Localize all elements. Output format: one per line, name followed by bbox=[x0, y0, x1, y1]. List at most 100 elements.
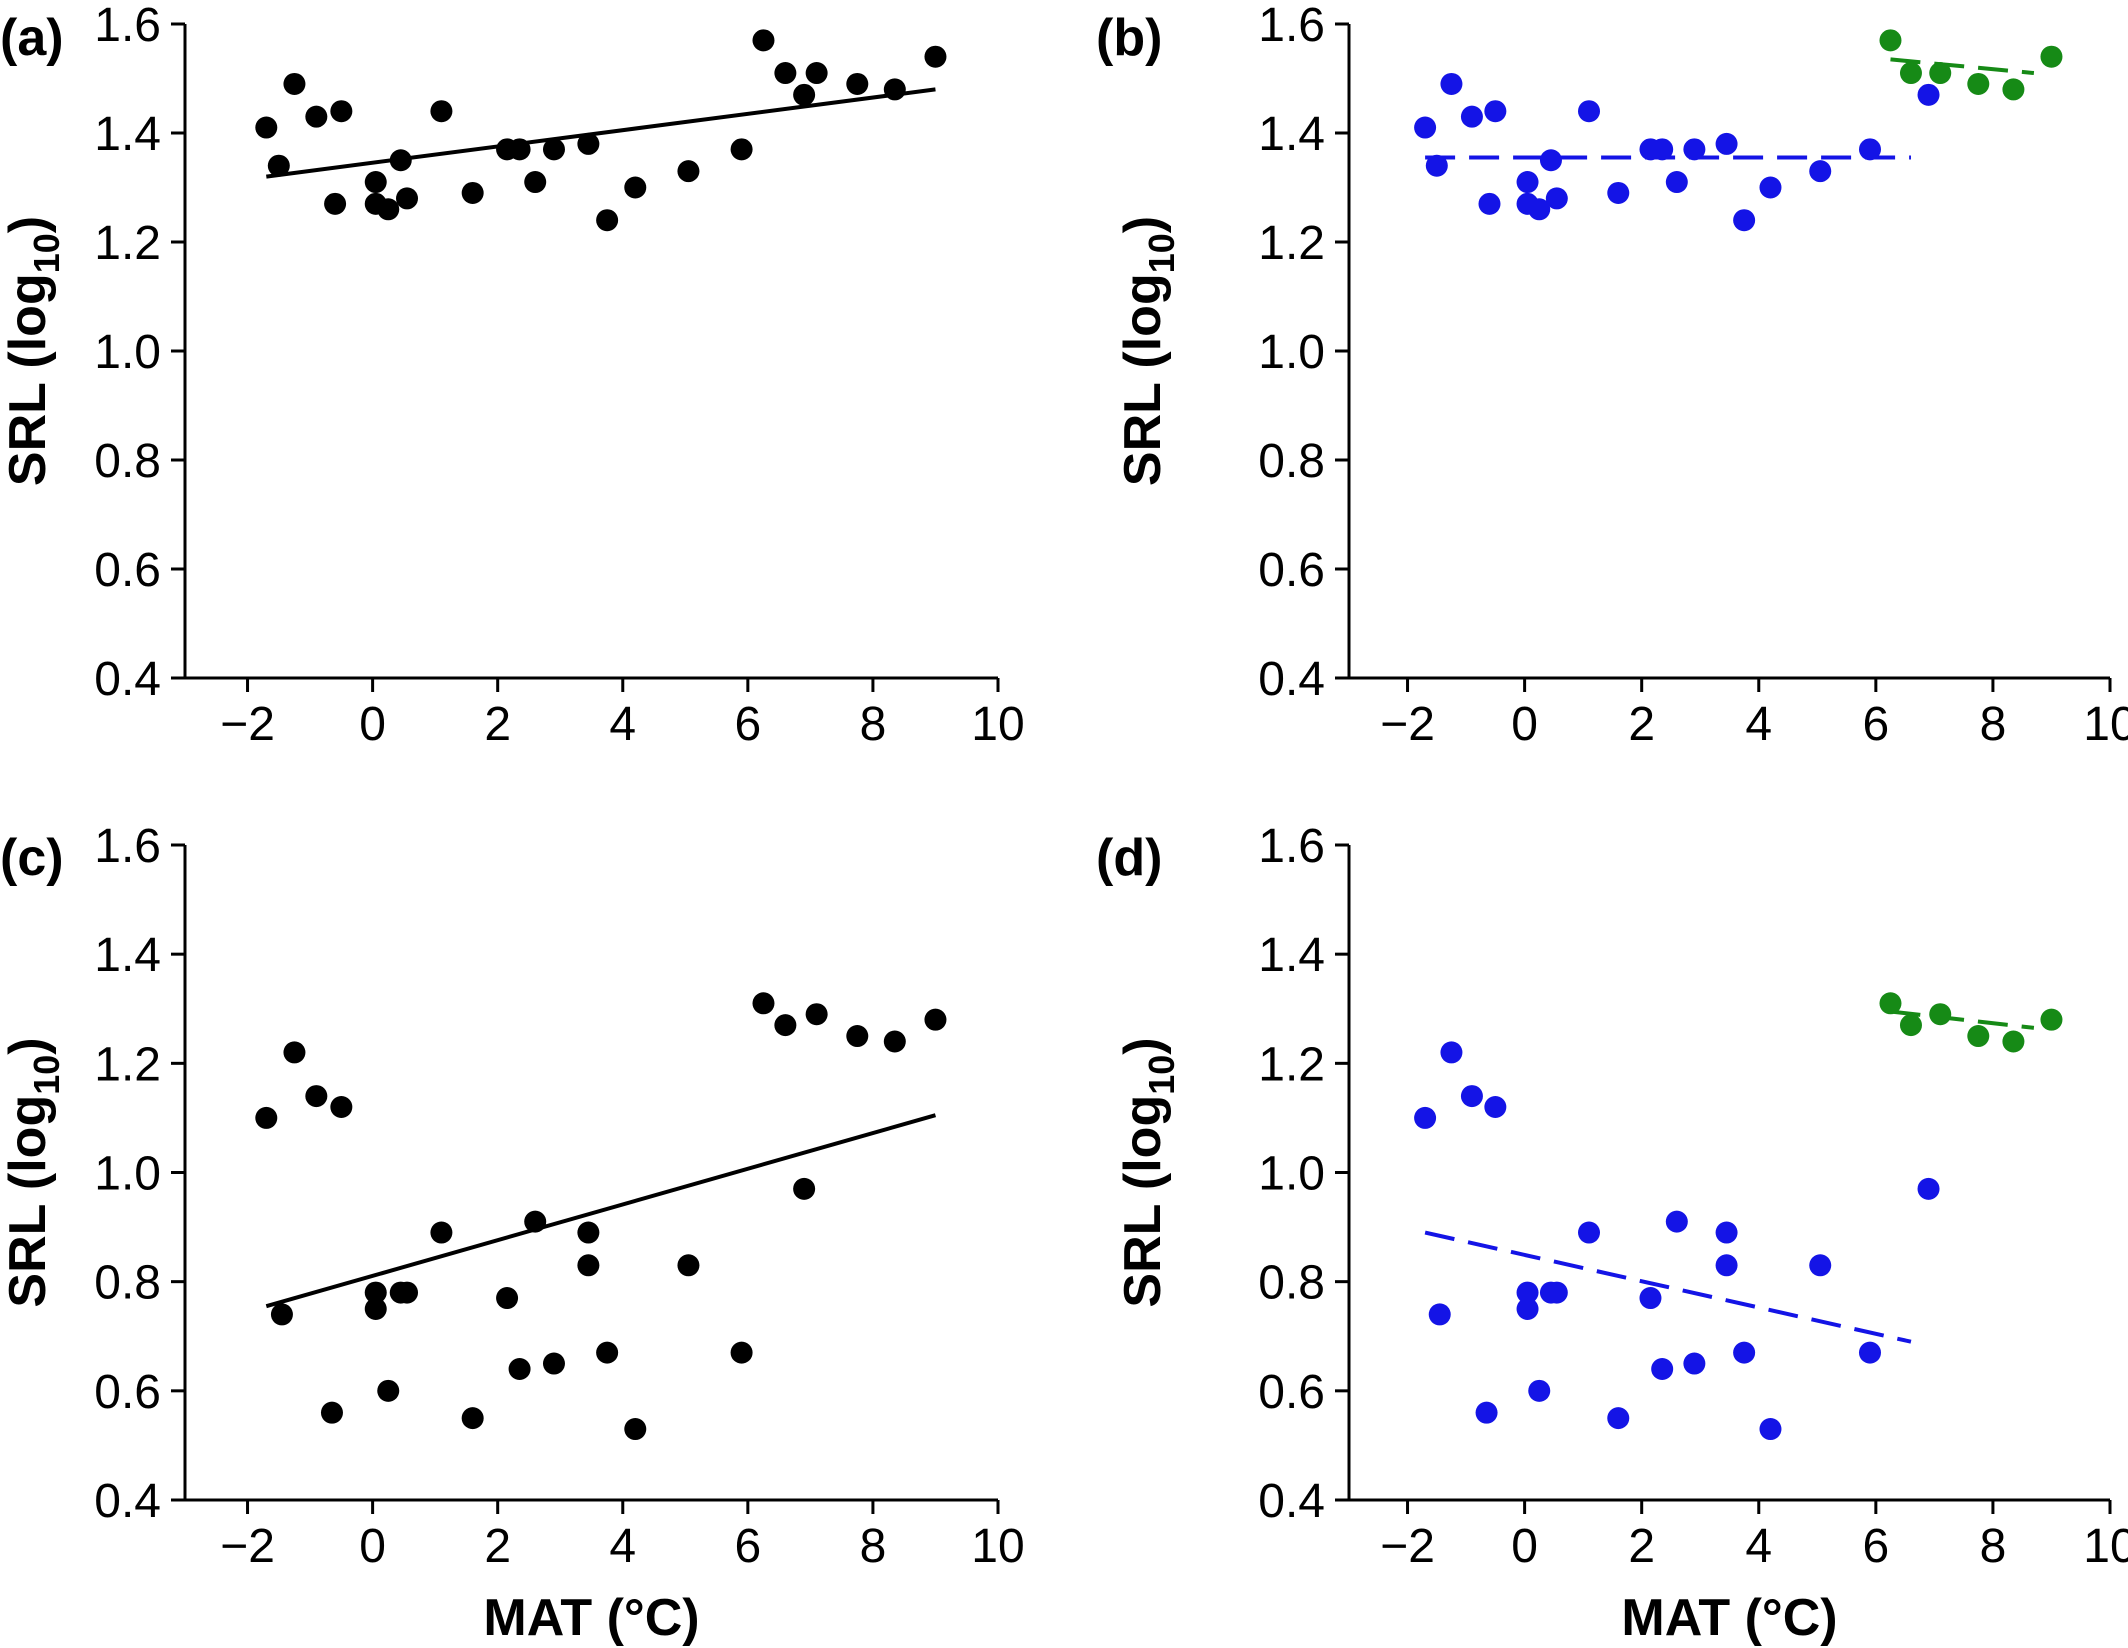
y-axis-title-main: SRL (log bbox=[0, 1095, 57, 1308]
data-point bbox=[752, 29, 775, 52]
data-point bbox=[1879, 992, 1902, 1015]
y-tick-label: 1.2 bbox=[94, 217, 161, 270]
data-point bbox=[283, 72, 306, 95]
x-tick-label: 4 bbox=[1745, 1520, 1772, 1573]
x-tick-label: 2 bbox=[1628, 698, 1655, 751]
x-tick-label: 10 bbox=[971, 698, 1024, 751]
data-point bbox=[793, 1177, 816, 1200]
data-point bbox=[430, 100, 453, 123]
data-point bbox=[389, 149, 412, 172]
data-point bbox=[1516, 1297, 1539, 1320]
data-point bbox=[320, 1401, 343, 1424]
data-point bbox=[1460, 105, 1483, 128]
data-point bbox=[1428, 1303, 1451, 1326]
y-tick-label: 1.2 bbox=[1258, 217, 1325, 270]
data-point bbox=[364, 1281, 387, 1304]
y-axis-title-main: SRL (log bbox=[1114, 273, 1172, 486]
y-tick-label: 1.4 bbox=[1258, 108, 1325, 161]
data-point bbox=[752, 992, 775, 1015]
data-point bbox=[1683, 138, 1706, 161]
data-point bbox=[1917, 1177, 1940, 1200]
data-point bbox=[508, 1358, 531, 1380]
y-axis-title: SRL (log10) bbox=[0, 216, 67, 486]
y-axis-title: SRL (log10) bbox=[0, 1037, 67, 1307]
data-point bbox=[267, 154, 290, 177]
y-axis-title-main: SRL (log bbox=[1114, 1095, 1172, 1308]
data-point bbox=[596, 1341, 619, 1364]
data-point bbox=[1484, 100, 1507, 123]
y-tick-label: 1.2 bbox=[1258, 1038, 1325, 1091]
fit-line-series-0 bbox=[265, 1113, 937, 1309]
data-point bbox=[1607, 181, 1630, 204]
y-tick-label: 1.0 bbox=[1258, 326, 1325, 379]
data-point bbox=[1929, 1003, 1952, 1026]
y-tick-label: 1.0 bbox=[94, 1148, 161, 1201]
data-point bbox=[524, 171, 547, 194]
data-point bbox=[793, 83, 816, 106]
data-point bbox=[330, 1096, 353, 1118]
data-point bbox=[255, 116, 278, 139]
data-point bbox=[1528, 198, 1551, 221]
x-tick-label: 6 bbox=[734, 1520, 761, 1573]
x-tick-label: 0 bbox=[359, 698, 386, 751]
x-tick-label: 10 bbox=[971, 1520, 1024, 1573]
y-tick-label: 0.8 bbox=[1258, 1257, 1325, 1310]
data-point bbox=[624, 176, 647, 199]
x-tick-label: 2 bbox=[484, 1520, 511, 1573]
data-point bbox=[305, 105, 328, 128]
data-point bbox=[1607, 1407, 1630, 1430]
data-point bbox=[1733, 1341, 1756, 1364]
data-point bbox=[542, 138, 565, 161]
data-point bbox=[1759, 1418, 1782, 1441]
x-tick-label: 6 bbox=[1862, 1520, 1889, 1573]
data-point bbox=[924, 1008, 947, 1031]
data-point bbox=[1414, 1106, 1437, 1129]
y-tick-label: 0.8 bbox=[94, 435, 161, 488]
data-point bbox=[577, 1254, 600, 1277]
data-point bbox=[1715, 132, 1738, 155]
data-point bbox=[1879, 29, 1902, 52]
data-point bbox=[730, 138, 753, 161]
data-point bbox=[924, 45, 947, 68]
y-tick-label: 0.6 bbox=[1258, 1366, 1325, 1419]
x-tick-label: −2 bbox=[1380, 1520, 1435, 1573]
data-point bbox=[2040, 1008, 2063, 1031]
fit-line-series-1 bbox=[1890, 1009, 2035, 1030]
y-tick-label: 0.4 bbox=[1258, 653, 1325, 706]
data-point bbox=[396, 187, 419, 210]
data-point bbox=[1665, 171, 1688, 194]
y-tick-label: 0.8 bbox=[94, 1257, 161, 1310]
data-point bbox=[596, 209, 619, 232]
x-tick-label: 6 bbox=[1862, 698, 1889, 751]
data-point bbox=[1967, 1025, 1990, 1048]
y-tick-label: 0.6 bbox=[94, 544, 161, 597]
x-tick-label: −2 bbox=[220, 1520, 275, 1573]
data-point bbox=[805, 62, 828, 85]
panel-label: (d) bbox=[1096, 829, 1162, 887]
x-tick-label: 0 bbox=[359, 1520, 386, 1573]
data-point bbox=[2002, 78, 2025, 101]
data-point bbox=[774, 62, 797, 85]
data-point bbox=[677, 160, 700, 183]
x-tick-label: −2 bbox=[220, 698, 275, 751]
data-point bbox=[1539, 149, 1562, 172]
y-axis-title-subscript: 10 bbox=[1141, 1055, 1182, 1095]
y-tick-label: 0.4 bbox=[94, 1475, 161, 1528]
data-point bbox=[508, 138, 531, 161]
y-axis-title-close: ) bbox=[1114, 216, 1172, 233]
data-point bbox=[377, 1379, 400, 1402]
data-point bbox=[1425, 154, 1448, 177]
data-point bbox=[1809, 1254, 1832, 1277]
y-tick-label: 1.6 bbox=[94, 820, 161, 873]
y-tick-label: 1.6 bbox=[1258, 820, 1325, 873]
data-point bbox=[883, 1030, 906, 1053]
data-point bbox=[1516, 1281, 1539, 1304]
data-point bbox=[461, 181, 484, 204]
panel-3: 0.4 0.6 0.8 1.0 1.2 1.4 1.6 −2 0 2 4 6 8 10 (d) SRL (lo… bbox=[1096, 820, 2128, 1647]
data-point bbox=[1899, 1014, 1922, 1037]
fit-line-series-1 bbox=[1890, 57, 2035, 76]
y-axis-title: SRL (log10) bbox=[1114, 216, 1182, 486]
x-tick-label: 2 bbox=[1628, 1520, 1655, 1573]
y-tick-label: 1.4 bbox=[1258, 929, 1325, 982]
x-tick-label: 2 bbox=[484, 698, 511, 751]
